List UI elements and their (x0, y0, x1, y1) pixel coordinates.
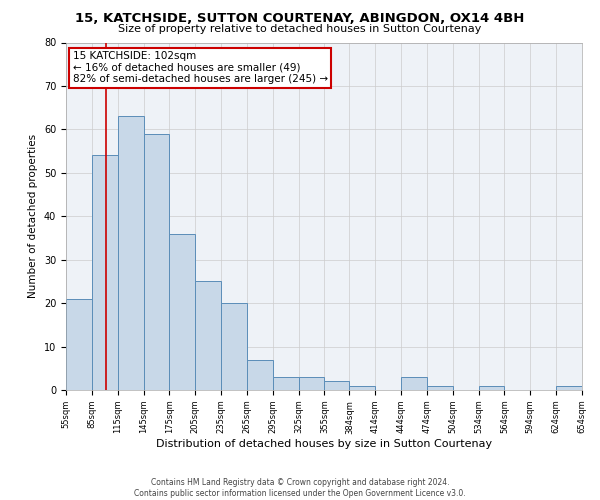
Bar (247, 360, 273, 390)
Bar (556, 386, 582, 390)
Bar (92, 156, 118, 390)
Bar (479, 386, 505, 390)
Bar (349, 386, 375, 390)
Text: Size of property relative to detached houses in Sutton Courtenay: Size of property relative to detached ho… (118, 24, 482, 34)
Bar (66, 299, 92, 390)
Text: 15, KATCHSIDE, SUTTON COURTENAY, ABINGDON, OX14 4BH: 15, KATCHSIDE, SUTTON COURTENAY, ABINGDO… (76, 12, 524, 26)
Bar (325, 382, 349, 390)
Bar (195, 282, 221, 390)
X-axis label: Distribution of detached houses by size in Sutton Courtenay: Distribution of detached houses by size … (156, 439, 492, 449)
Bar (427, 386, 453, 390)
Text: Contains HM Land Registry data © Crown copyright and database right 2024.
Contai: Contains HM Land Registry data © Crown c… (134, 478, 466, 498)
Bar (169, 234, 195, 390)
Bar (299, 377, 325, 390)
Text: 15 KATCHSIDE: 102sqm
← 16% of detached houses are smaller (49)
82% of semi-detac: 15 KATCHSIDE: 102sqm ← 16% of detached h… (73, 51, 328, 84)
Y-axis label: Number of detached properties: Number of detached properties (28, 134, 38, 298)
Bar (221, 303, 247, 390)
Bar (118, 116, 143, 390)
Bar (143, 134, 169, 390)
Bar (273, 377, 299, 390)
Bar (401, 377, 427, 390)
